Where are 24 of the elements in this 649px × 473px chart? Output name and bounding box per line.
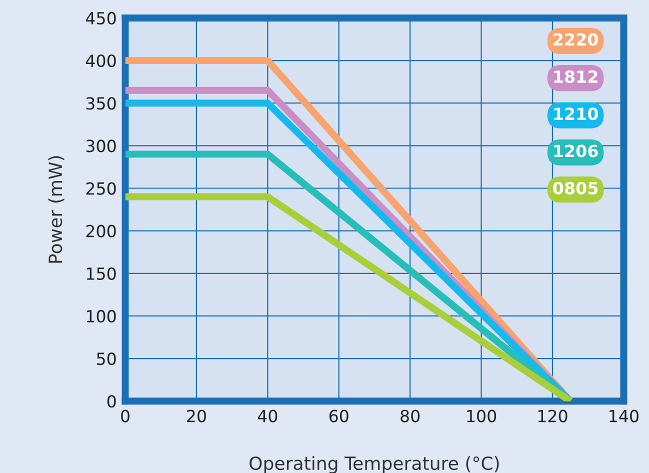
y-tick-label: 350 <box>86 97 116 110</box>
x-tick-label: 120 <box>538 410 568 422</box>
x-tick-label: 60 <box>329 410 348 422</box>
y-tick-label: 400 <box>86 54 116 68</box>
x-tick-label: 0 <box>121 410 130 422</box>
text: 0805 <box>553 182 598 194</box>
y-tick-label: 200 <box>86 224 116 238</box>
x-tick-label: 80 <box>400 410 420 422</box>
y-tick-label: 100 <box>86 310 116 323</box>
x-tick-label: 40 <box>258 410 278 422</box>
y-tick-label: 250 <box>86 182 116 195</box>
text: 1206 <box>554 144 598 158</box>
x-tick-label: 140 <box>610 410 638 422</box>
y-tick-label: 300 <box>86 140 116 152</box>
y-axis-title: Power (mW) <box>48 156 64 263</box>
text: 2220 <box>554 33 598 46</box>
text: 1812 <box>554 70 598 83</box>
y-tick-label: 0 <box>107 395 116 408</box>
x-tick-label: 20 <box>187 410 206 422</box>
y-tick-label: 50 <box>97 352 116 366</box>
x-tick-label: 100 <box>467 410 496 422</box>
y-tick-label: 150 <box>86 267 116 280</box>
y-tick-label: 450 <box>86 12 116 25</box>
text: 1210 <box>554 108 598 120</box>
